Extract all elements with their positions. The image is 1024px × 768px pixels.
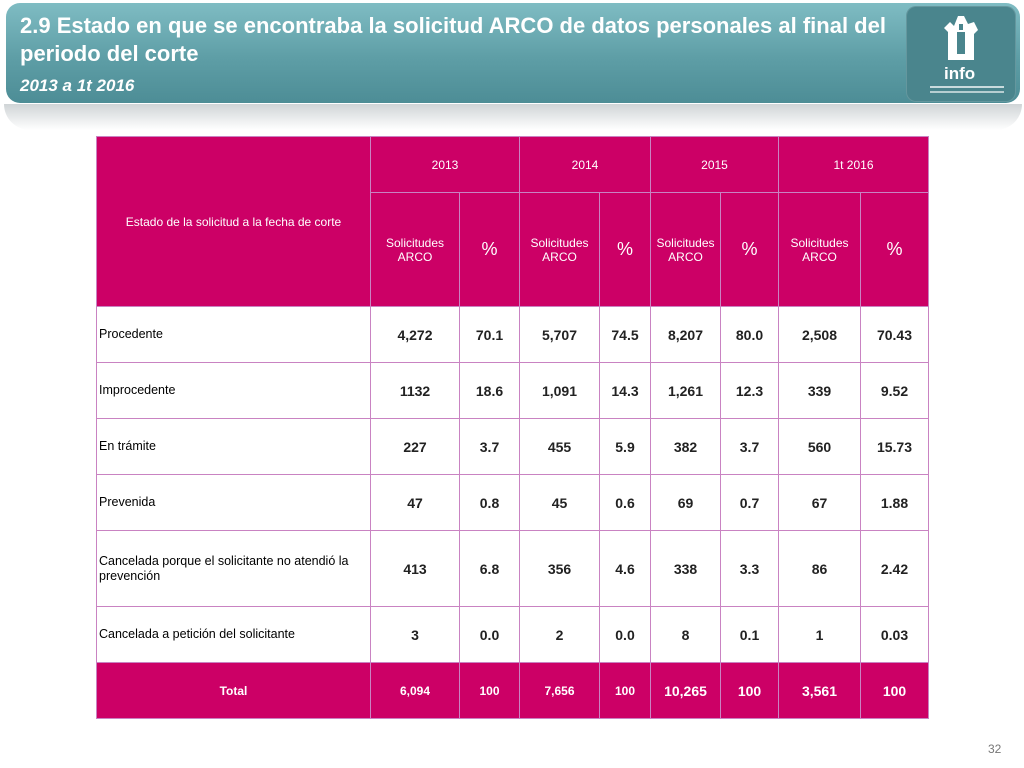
- row-value: 69: [650, 474, 721, 531]
- row-value: 5.9: [599, 418, 651, 475]
- table-row: Cancelada a petición del solicitante 3 0.0…: [96, 606, 929, 663]
- row-value: 18.6: [459, 362, 520, 419]
- info-logo: info: [906, 6, 1016, 102]
- row-value: 1,091: [519, 362, 600, 419]
- row-value: 4.6: [599, 530, 651, 607]
- row-value: 12.3: [720, 362, 779, 419]
- sub-header-solicitudes: Solicitudes ARCO: [650, 192, 721, 307]
- page-number: 32: [988, 742, 1002, 756]
- row-label: Cancelada porque el solicitante no atend…: [96, 530, 371, 607]
- row-label: Cancelada a petición del solicitante: [96, 606, 371, 663]
- total-row: Total 6,094 100 7,656 100 10,265 100 3,5…: [96, 662, 929, 719]
- total-value: 100: [860, 662, 929, 719]
- title-banner: [6, 3, 1020, 103]
- row-value: 47: [370, 474, 460, 531]
- row-value: 70.1: [459, 306, 520, 363]
- table-row: Prevenida 47 0.8 45 0.6 69 0.7 67 1.88: [96, 474, 929, 531]
- table-row: En trámite 227 3.7 455 5.9 382 3.7 560 15.73: [96, 418, 929, 475]
- row-value: 0.7: [720, 474, 779, 531]
- year-header: 1t 2016: [778, 136, 929, 193]
- row-value: 0.6: [599, 474, 651, 531]
- sub-header-pct: %: [720, 192, 779, 307]
- total-label: Total: [96, 662, 371, 719]
- row-value: 338: [650, 530, 721, 607]
- row-value: 0.8: [459, 474, 520, 531]
- row-value: 3.3: [720, 530, 779, 607]
- logo-text: info: [944, 64, 976, 83]
- row-value: 67: [778, 474, 861, 531]
- row-value: 8: [650, 606, 721, 663]
- row-value: 8,207: [650, 306, 721, 363]
- total-value: 100: [599, 662, 651, 719]
- total-value: 7,656: [519, 662, 600, 719]
- table-row: Cancelada porque el solicitante no atend…: [96, 530, 929, 607]
- city-emblem-icon: [944, 16, 978, 60]
- table-row: Improcedente 1132 18.6 1,091 14.3 1,261 12.3 33…: [96, 362, 929, 419]
- slide-title: 2.9 Estado en que se encontraba la solic…: [20, 13, 886, 66]
- row-value: 2,508: [778, 306, 861, 363]
- row-value: 560: [778, 418, 861, 475]
- total-value: 100: [459, 662, 520, 719]
- total-value: 6,094: [370, 662, 460, 719]
- row-value: 0.0: [599, 606, 651, 663]
- row-value: 80.0: [720, 306, 779, 363]
- logo-fine-line: [930, 91, 1004, 93]
- row-header-cell: Estado de la solicitud a la fecha de cor…: [96, 136, 371, 307]
- row-value: 1,261: [650, 362, 721, 419]
- row-value: 3.7: [459, 418, 520, 475]
- row-value: 0.0: [459, 606, 520, 663]
- row-value: 0.1: [720, 606, 779, 663]
- year-header: 2014: [519, 136, 651, 193]
- sub-header-solicitudes: Solicitudes ARCO: [370, 192, 460, 307]
- sub-header-pct: %: [459, 192, 520, 307]
- row-value: 5,707: [519, 306, 600, 363]
- row-value: 45: [519, 474, 600, 531]
- row-value: 382: [650, 418, 721, 475]
- row-value: 356: [519, 530, 600, 607]
- row-value: 4,272: [370, 306, 460, 363]
- total-value: 10,265: [650, 662, 721, 719]
- row-label: En trámite: [96, 418, 371, 475]
- sub-header-pct: %: [599, 192, 651, 307]
- row-value: 455: [519, 418, 600, 475]
- row-value: 3: [370, 606, 460, 663]
- row-value: 15.73: [860, 418, 929, 475]
- logo-fine-line: [930, 86, 1004, 88]
- row-label: Improcedente: [96, 362, 371, 419]
- row-value: 2.42: [860, 530, 929, 607]
- slide-subtitle: 2013 a 1t 2016: [20, 76, 135, 95]
- row-value: 86: [778, 530, 861, 607]
- row-value: 3.7: [720, 418, 779, 475]
- row-value: 1: [778, 606, 861, 663]
- row-value: 14.3: [599, 362, 651, 419]
- row-value: 70.43: [860, 306, 929, 363]
- row-value: 74.5: [599, 306, 651, 363]
- banner-shadow: [4, 104, 1022, 130]
- table-row: Procedente 4,272 70.1 5,707 74.5 8,207 80.0 2,5…: [96, 306, 929, 363]
- total-value: 100: [720, 662, 779, 719]
- row-value: 1132: [370, 362, 460, 419]
- total-value: 3,561: [778, 662, 861, 719]
- row-value: 227: [370, 418, 460, 475]
- sub-header-pct: %: [860, 192, 929, 307]
- row-value: 2: [519, 606, 600, 663]
- row-value: 9.52: [860, 362, 929, 419]
- row-label: Procedente: [96, 306, 371, 363]
- row-value: 413: [370, 530, 460, 607]
- year-header: 2015: [650, 136, 779, 193]
- sub-header-solicitudes: Solicitudes ARCO: [778, 192, 861, 307]
- row-value: 6.8: [459, 530, 520, 607]
- row-value: 339: [778, 362, 861, 419]
- arco-status-table: Estado de la solicitud a la fecha de cor…: [96, 136, 929, 719]
- year-header: 2013: [370, 136, 520, 193]
- row-value: 1.88: [860, 474, 929, 531]
- row-label: Prevenida: [96, 474, 371, 531]
- row-value: 0.03: [860, 606, 929, 663]
- sub-header-solicitudes: Solicitudes ARCO: [519, 192, 600, 307]
